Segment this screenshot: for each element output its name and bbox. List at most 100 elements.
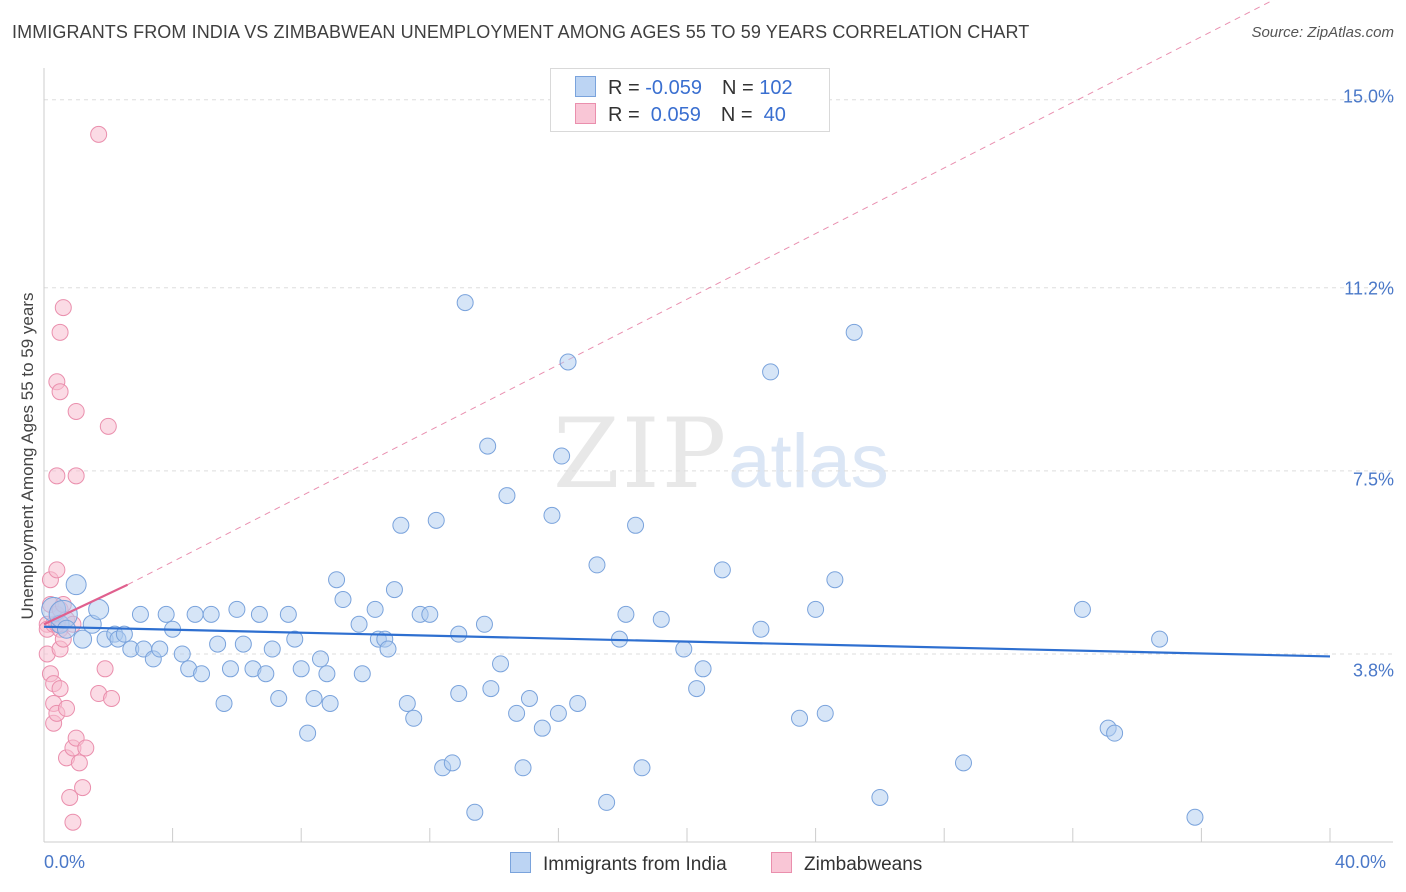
india-point [450,625,468,643]
india-point [193,665,211,683]
zimbabwe-point [51,383,69,401]
india-point [73,629,93,649]
india-point [543,506,561,524]
legend-item-zimbabwe[interactable]: Zimbabweans [771,852,922,876]
india-point [385,581,403,599]
india-point [826,571,844,589]
india-legend-swatch [510,852,531,873]
india-point [257,665,275,683]
india-point [311,650,329,668]
india-point [299,724,317,742]
zimbabwe-trend-extension [127,0,1275,586]
zimbabwe-point [61,788,79,806]
india-point [1106,724,1124,742]
zimbabwe-point [54,299,72,317]
zimbabwe-point [64,813,82,831]
india-point [392,516,410,534]
y-axis-label: Unemployment Among Ages 55 to 59 years [18,292,37,620]
india-point [492,655,510,673]
india-point [791,709,809,727]
india-point [270,689,288,707]
india-point [1073,600,1091,618]
india-point [598,793,616,811]
zimbabwe-point [74,779,92,797]
india-point [250,605,268,623]
india-point [456,294,474,312]
india-point [675,640,693,658]
india-point [845,323,863,341]
india-point [221,660,239,678]
legend-row-zimbabwe: R = 0.059 N = 40 [575,103,786,127]
india-point [588,556,606,574]
india-point [498,487,516,505]
trend-lines [127,0,1275,586]
zimbabwe-point [90,125,108,143]
india-point [466,803,484,821]
india-point [713,561,731,579]
correlation-legend: R = -0.059 N = 102 R = 0.059 N = 40 [550,68,830,132]
legend-item-india[interactable]: Immigrants from India [510,852,727,876]
india-point [202,605,220,623]
zimbabwe-swatch [575,103,596,124]
india-point [209,635,227,653]
y-tick-label: 3.8% [1352,660,1394,681]
india-point [151,640,169,658]
zimbabwe-point [67,402,85,420]
india-point [427,511,445,529]
india-point [617,605,635,623]
zimbabwe-point [51,323,69,341]
zimbabwe-points [38,125,121,831]
y-tick-label: 11.2% [1344,278,1394,299]
india-point [57,619,77,639]
zimbabwe-point [51,680,69,698]
india-point [694,660,712,678]
legend-r-label: R = [608,104,646,126]
zimbabwe-point [48,561,66,579]
india-point [688,680,706,698]
zimbabwe-legend-label: Zimbabweans [804,854,923,875]
zimbabwe-point [48,467,66,485]
india-points [41,294,1331,826]
india-point [633,759,651,777]
zimbabwe-point [67,467,85,485]
legend-n-value: 40 [758,104,786,126]
india-point [479,437,497,455]
india-point [334,591,352,609]
india-point [871,788,889,806]
india-legend-label: Immigrants from India [543,854,727,875]
india-point [398,694,416,712]
y-tick-label: 15.0% [1342,86,1394,107]
india-point [215,694,233,712]
legend-r-value: -0.059 [645,77,702,99]
india-point [627,516,645,534]
india-point [234,635,252,653]
india-point [350,615,368,633]
india-point [292,660,310,678]
india-point [569,694,587,712]
india-point [173,645,191,663]
india-point [115,625,133,643]
india-point [816,704,834,722]
legend-r-label: R = [608,77,646,99]
india-point [549,704,567,722]
india-point [353,665,371,683]
watermark-zip: ZIP [553,398,729,510]
india-point [321,694,339,712]
watermark-atlas: atlas [728,419,889,504]
zimbabwe-point [99,417,117,435]
india-point [450,685,468,703]
zimbabwe-legend-swatch [771,852,792,873]
zimbabwe-point [96,660,114,678]
india-point [807,600,825,618]
india-point [1186,808,1204,826]
india-point [279,605,297,623]
india-point [508,704,526,722]
zimbabwe-trend-line [43,583,129,626]
india-swatch [575,76,596,97]
india-point [405,709,423,727]
india-point [228,600,246,618]
india-point [533,719,551,737]
india-point [762,363,780,381]
india-point [286,630,304,648]
